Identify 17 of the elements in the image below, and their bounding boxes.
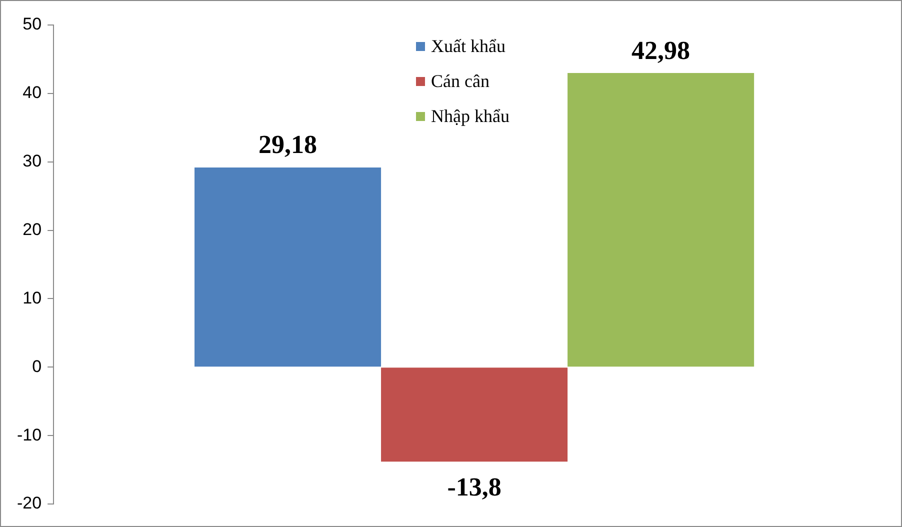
y-tick-label: 10: [22, 288, 42, 308]
y-tick-label: -20: [16, 494, 42, 513]
y-tick-label: -10: [16, 425, 42, 444]
data-label: 29,18: [258, 130, 318, 160]
legend-label: Xuất khẩu: [431, 36, 506, 57]
bar: [381, 368, 568, 462]
y-tick-label: 50: [22, 14, 42, 34]
bar: [568, 73, 754, 367]
data-label: -13,8: [447, 472, 502, 502]
legend-label: Nhập khẩu: [431, 106, 510, 127]
y-tick-label: 0: [32, 356, 42, 376]
legend-label: Cán cân: [431, 71, 490, 92]
y-tick-label: 30: [22, 152, 42, 171]
data-label: 42,98: [632, 36, 690, 65]
bar: [194, 167, 382, 367]
y-tick-label: 20: [22, 220, 42, 239]
y-tick-label: 40: [22, 83, 42, 102]
